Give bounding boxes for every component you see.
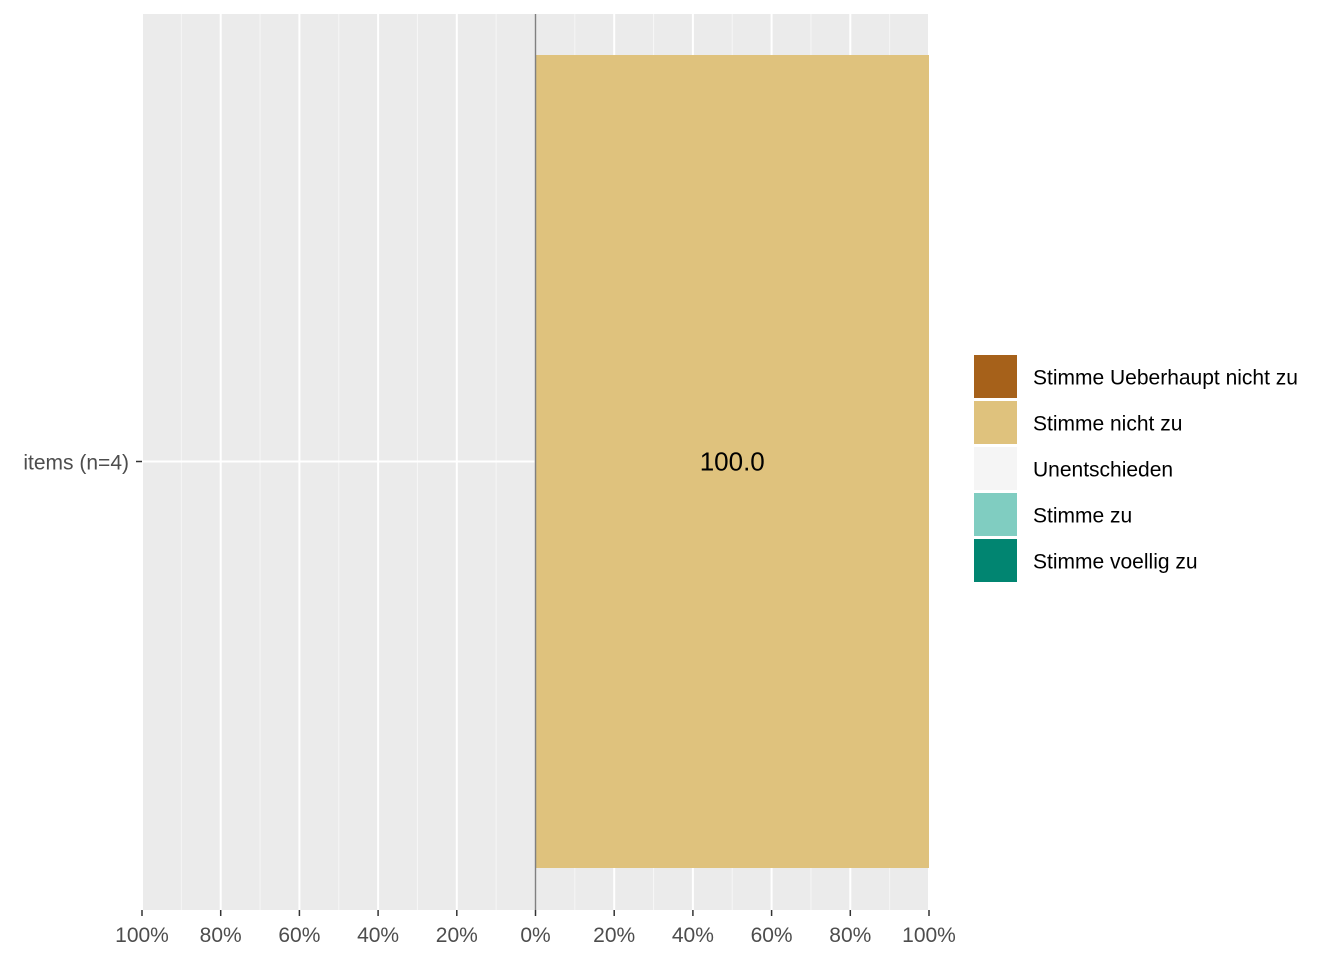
x-tick-label: 100% — [115, 924, 169, 947]
bar-stimme-nicht-zu — [535, 55, 929, 868]
legend-key — [974, 401, 1017, 444]
bars-layer — [534, 14, 929, 910]
legend-label: Stimme nicht zu — [1033, 413, 1182, 436]
y-axis: items (n=4) — [23, 452, 142, 475]
legend-label: Stimme Ueberhaupt nicht zu — [1033, 367, 1298, 390]
y-tick-label: items (n=4) — [23, 452, 129, 475]
x-tick-label: 20% — [436, 924, 478, 947]
x-axis: 100% 80% 60% 40% 20% 0% 20% 40% 60% 80% 100% — [115, 910, 956, 947]
x-tick-label: 0% — [520, 924, 550, 947]
x-tick-label: 80% — [829, 924, 871, 947]
data-label: 100.0 — [700, 447, 765, 477]
legend-key — [974, 539, 1017, 582]
x-tick-label: 20% — [593, 924, 635, 947]
legend-label: Stimme zu — [1033, 505, 1132, 528]
legend-key — [974, 493, 1017, 536]
x-tick-label: 100% — [902, 924, 956, 947]
legend: Stimme Ueberhaupt nicht zu Stimme nicht z… — [974, 355, 1298, 582]
legend-label: Unentschieden — [1033, 459, 1173, 482]
x-tick-label: 40% — [357, 924, 399, 947]
x-tick-label: 80% — [200, 924, 242, 947]
x-tick-label: 60% — [278, 924, 320, 947]
legend-key — [974, 447, 1017, 490]
x-tick-label: 40% — [672, 924, 714, 947]
data-labels-layer: 100.0 — [700, 447, 765, 477]
legend-label: Stimme voellig zu — [1033, 551, 1198, 574]
x-tick-label: 60% — [751, 924, 793, 947]
legend-key — [974, 355, 1017, 398]
